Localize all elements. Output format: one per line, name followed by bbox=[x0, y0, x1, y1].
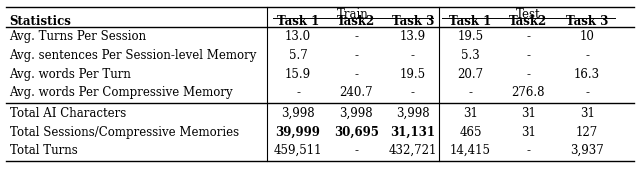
Text: -: - bbox=[411, 86, 415, 99]
Text: 432,721: 432,721 bbox=[388, 144, 437, 157]
Text: Task 3: Task 3 bbox=[392, 15, 434, 28]
Text: 13.0: 13.0 bbox=[285, 30, 311, 43]
Text: Total Sessions/Compressive Memories: Total Sessions/Compressive Memories bbox=[10, 125, 239, 138]
Text: -: - bbox=[585, 86, 589, 99]
Text: 127: 127 bbox=[576, 125, 598, 138]
Text: Test: Test bbox=[516, 8, 541, 21]
Text: 459,511: 459,511 bbox=[274, 144, 323, 157]
Text: Statistics: Statistics bbox=[10, 15, 72, 28]
Text: 19.5: 19.5 bbox=[400, 68, 426, 81]
Text: -: - bbox=[355, 68, 358, 81]
Text: -: - bbox=[526, 68, 530, 81]
Text: 3,998: 3,998 bbox=[396, 107, 429, 120]
Text: Task 1: Task 1 bbox=[277, 15, 319, 28]
Text: 5.7: 5.7 bbox=[289, 49, 307, 62]
Text: 31: 31 bbox=[521, 125, 536, 138]
Text: 19.5: 19.5 bbox=[458, 30, 484, 43]
Text: -: - bbox=[526, 49, 530, 62]
Text: 31: 31 bbox=[580, 107, 595, 120]
Text: 39,999: 39,999 bbox=[276, 125, 321, 138]
Text: 240.7: 240.7 bbox=[340, 86, 373, 99]
Text: 10: 10 bbox=[580, 30, 595, 43]
Text: 465: 465 bbox=[460, 125, 482, 138]
Text: 3,937: 3,937 bbox=[570, 144, 604, 157]
Text: Train: Train bbox=[337, 8, 369, 21]
Text: Avg. Turns Per Session: Avg. Turns Per Session bbox=[10, 30, 147, 43]
Text: Avg. words Per Turn: Avg. words Per Turn bbox=[10, 68, 131, 81]
Text: Avg. words Per Compressive Memory: Avg. words Per Compressive Memory bbox=[10, 86, 233, 99]
Text: Total Turns: Total Turns bbox=[10, 144, 77, 157]
Text: Avg. sentences Per Session-level Memory: Avg. sentences Per Session-level Memory bbox=[10, 49, 257, 62]
Text: -: - bbox=[585, 49, 589, 62]
Text: -: - bbox=[296, 86, 300, 99]
Text: Task 3: Task 3 bbox=[566, 15, 609, 28]
Text: 14,415: 14,415 bbox=[450, 144, 491, 157]
Text: -: - bbox=[526, 144, 530, 157]
Text: -: - bbox=[355, 144, 358, 157]
Text: Total AI Characters: Total AI Characters bbox=[10, 107, 126, 120]
Text: -: - bbox=[526, 30, 530, 43]
Text: -: - bbox=[355, 30, 358, 43]
Text: 13.9: 13.9 bbox=[400, 30, 426, 43]
Text: -: - bbox=[468, 86, 472, 99]
Text: 3,998: 3,998 bbox=[340, 107, 373, 120]
Text: 5.3: 5.3 bbox=[461, 49, 480, 62]
Text: 276.8: 276.8 bbox=[511, 86, 545, 99]
Text: 31: 31 bbox=[521, 107, 536, 120]
Text: Task2: Task2 bbox=[337, 15, 376, 28]
Text: 30,695: 30,695 bbox=[334, 125, 379, 138]
Text: -: - bbox=[355, 49, 358, 62]
Text: 20.7: 20.7 bbox=[458, 68, 484, 81]
Text: 16.3: 16.3 bbox=[574, 68, 600, 81]
Text: Task 1: Task 1 bbox=[449, 15, 492, 28]
Text: 31: 31 bbox=[463, 107, 478, 120]
Text: 3,998: 3,998 bbox=[281, 107, 315, 120]
Text: 15.9: 15.9 bbox=[285, 68, 311, 81]
Text: Task2: Task2 bbox=[509, 15, 547, 28]
Text: -: - bbox=[411, 49, 415, 62]
Text: 31,131: 31,131 bbox=[390, 125, 435, 138]
